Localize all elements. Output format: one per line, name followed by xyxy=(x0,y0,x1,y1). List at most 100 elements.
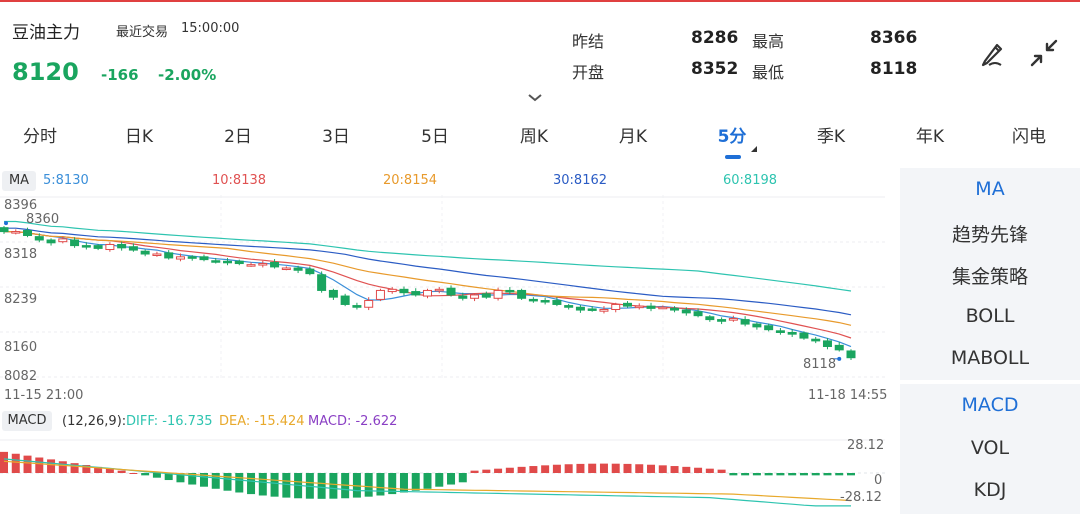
tab-day-k[interactable]: 日K xyxy=(124,127,154,147)
indicator-strategy[interactable]: 集金策略 xyxy=(951,266,1028,288)
indicator-vol[interactable]: VOL xyxy=(970,437,1010,459)
candle-body xyxy=(728,317,738,321)
macd-bar xyxy=(235,473,244,493)
collapse-icon[interactable] xyxy=(1026,35,1062,71)
candle-body xyxy=(411,291,421,296)
candle-body xyxy=(493,289,503,299)
y-axis-label-bottom: 8082 xyxy=(4,369,38,384)
open-value: 8352 xyxy=(691,59,739,79)
ma-tag[interactable]: MA xyxy=(2,171,36,191)
indicator-trend[interactable]: 趋势先锋 xyxy=(951,224,1028,246)
candle-body xyxy=(128,246,138,251)
current-price: 8120 xyxy=(12,58,79,86)
candle-body xyxy=(775,330,785,333)
y-axis-label-5: 8160 xyxy=(4,340,38,355)
macd-bar xyxy=(11,453,20,473)
tab-5day[interactable]: 5日 xyxy=(421,127,449,147)
macd-bar xyxy=(188,473,197,485)
candle-body xyxy=(740,319,750,325)
candle-body xyxy=(246,264,256,267)
candle-body xyxy=(423,289,432,297)
candle-body xyxy=(152,253,162,257)
chevron-down-icon[interactable] xyxy=(527,88,543,102)
macd-axis-zero: 0 xyxy=(874,473,883,488)
macd-bar xyxy=(435,473,444,487)
tab-5min[interactable]: 5分 xyxy=(717,127,747,147)
indicator-macd[interactable]: MACD xyxy=(961,394,1019,416)
prev-settle-value: 8286 xyxy=(691,28,739,48)
candle-body xyxy=(317,274,327,291)
macd-bar xyxy=(823,473,832,476)
candle-body xyxy=(305,268,315,275)
macd-bar xyxy=(835,473,844,476)
macd-bar xyxy=(764,473,773,476)
tab-3day[interactable]: 3日 xyxy=(322,127,350,147)
indicator-kdj[interactable]: KDJ xyxy=(973,479,1007,501)
candle-body xyxy=(258,263,268,266)
draw-pen-icon[interactable] xyxy=(975,35,1011,71)
candle-body xyxy=(0,227,9,233)
candle-body xyxy=(481,293,491,298)
indicator-ma[interactable]: MA xyxy=(975,178,1005,200)
tab-week-k[interactable]: 周K xyxy=(519,127,549,147)
indicator-boll[interactable]: BOLL xyxy=(965,305,1015,327)
candle-body xyxy=(822,340,832,347)
tab-2day[interactable]: 2日 xyxy=(224,127,252,147)
macd-bar xyxy=(741,473,750,476)
macd-chart[interactable] xyxy=(0,435,890,514)
macd-bar xyxy=(129,473,138,474)
candle-body xyxy=(575,306,585,311)
macd-bar xyxy=(799,473,808,476)
ma5-label: 5:8130 xyxy=(43,173,89,188)
macd-bar xyxy=(258,473,267,496)
macd-bar xyxy=(505,467,514,473)
candle-body xyxy=(646,305,656,309)
candle-body xyxy=(799,332,809,339)
candle-body xyxy=(117,243,127,249)
macd-tag[interactable]: MACD xyxy=(2,411,52,431)
candle-body xyxy=(105,243,115,251)
candle-body xyxy=(787,331,797,335)
tab-dropdown-icon[interactable] xyxy=(751,146,757,152)
x-axis-end: 11-18 14:55 xyxy=(808,388,888,403)
macd-bar xyxy=(599,463,608,473)
candle-body xyxy=(622,302,632,307)
candle-body xyxy=(58,238,68,243)
macd-bar xyxy=(94,466,103,473)
candle-body xyxy=(352,305,362,308)
ma20-label: 20:8154 xyxy=(383,173,438,188)
macd-bar xyxy=(117,470,126,473)
macd-bar xyxy=(811,473,820,476)
macd-bar xyxy=(399,473,408,493)
macd-bar xyxy=(35,457,44,473)
tab-month-k[interactable]: 月K xyxy=(618,127,648,147)
indicator-maboll[interactable]: MABOLL xyxy=(950,347,1030,369)
candle-body xyxy=(446,287,456,296)
macd-axis-top: 28.12 xyxy=(847,438,885,453)
macd-bar xyxy=(47,459,56,473)
macd-bar xyxy=(0,451,8,473)
candle-body xyxy=(364,300,374,308)
macd-bar xyxy=(470,470,479,473)
tab-flash[interactable]: 闪电 xyxy=(1012,127,1046,147)
candle-body xyxy=(540,300,550,303)
top-accent-line xyxy=(0,0,1080,2)
tab-quarter-k[interactable]: 季K xyxy=(816,127,846,147)
tab-year-k[interactable]: 年K xyxy=(915,127,945,147)
macd-bar xyxy=(223,473,232,491)
price-change-pct: -2.00% xyxy=(158,66,217,84)
candle-body xyxy=(187,256,197,259)
low-value: 8118 xyxy=(870,59,918,79)
candle-body xyxy=(34,236,44,241)
macd-bar xyxy=(152,473,161,478)
macd-bar xyxy=(529,466,538,473)
tab-fenshi[interactable]: 分时 xyxy=(23,127,57,147)
prev-settle-label: 昨结 xyxy=(572,32,605,51)
ma-line xyxy=(4,230,852,326)
candle-body xyxy=(93,245,103,249)
kline-chart[interactable] xyxy=(0,195,890,385)
macd-bar xyxy=(447,473,456,485)
y-axis-label-4: 8239 xyxy=(4,292,38,307)
candle-body xyxy=(23,229,33,237)
candle-body xyxy=(234,260,244,265)
